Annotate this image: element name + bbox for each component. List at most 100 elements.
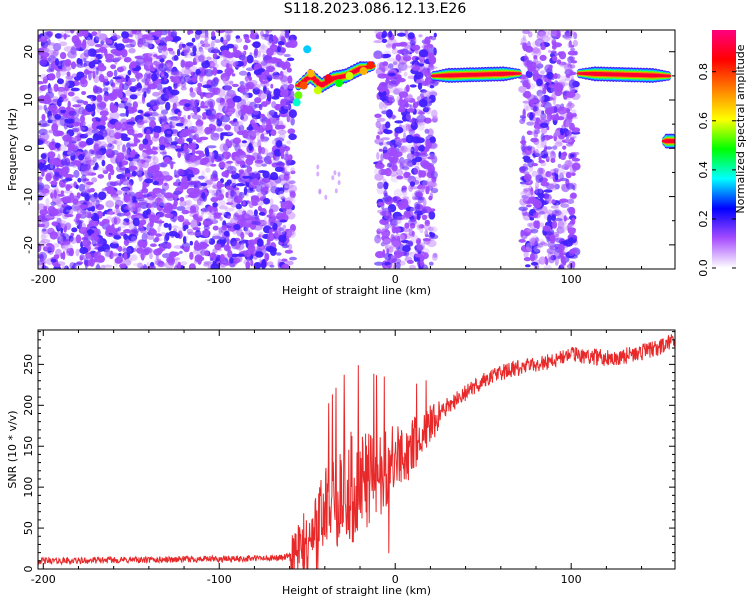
noise-cell — [411, 117, 415, 126]
noise-cell — [539, 222, 545, 228]
noise-cell — [542, 150, 552, 154]
noise-cell — [76, 224, 82, 229]
noise-cell — [424, 62, 429, 69]
noise-cell — [98, 141, 102, 150]
noise-cell — [272, 116, 280, 126]
noise-cell — [270, 178, 278, 187]
noise-cell — [262, 170, 270, 179]
noise-cell — [78, 160, 88, 164]
noise-cell — [83, 62, 87, 68]
noise-cell — [81, 174, 87, 183]
noise-cell — [194, 110, 198, 116]
noise-cell — [285, 159, 291, 167]
noise-cell — [183, 114, 187, 121]
noise-cell — [97, 102, 107, 108]
noise-cell — [547, 209, 554, 216]
noise-cell — [246, 209, 254, 219]
noise-cell — [286, 114, 291, 123]
noise-cell — [163, 192, 174, 199]
noise-cell — [158, 201, 167, 207]
noise-cell — [41, 228, 47, 232]
noise-cell — [562, 34, 573, 39]
noise-cell — [155, 193, 162, 198]
noise-cell — [75, 234, 82, 244]
noise-cell — [195, 128, 205, 135]
noise-cell — [535, 102, 544, 108]
noise-cell — [153, 125, 163, 134]
noise-cell — [41, 35, 45, 40]
noise-cell — [233, 118, 238, 123]
noise-cell — [284, 34, 289, 38]
feature-cell — [334, 79, 343, 88]
noise-cell — [253, 209, 258, 217]
noise-cell — [406, 206, 415, 212]
noise-cell — [64, 196, 72, 204]
noise-cell — [100, 39, 106, 46]
noise-cell — [211, 31, 216, 37]
noise-cell — [522, 108, 526, 118]
noise-cell — [385, 43, 393, 49]
noise-cell — [143, 91, 147, 98]
noise-cell — [157, 224, 161, 233]
noise-cell — [551, 39, 557, 46]
noise-cell — [553, 178, 562, 183]
noise-cell — [215, 30, 226, 34]
noise-cell — [57, 240, 63, 245]
noise-cell — [128, 154, 135, 158]
noise-cell — [248, 232, 254, 238]
noise-cell — [236, 102, 241, 110]
noise-cell — [263, 216, 268, 225]
noise-cell — [391, 48, 399, 55]
noise-cell — [173, 257, 181, 261]
noise-cell — [554, 87, 563, 97]
noise-cell — [49, 42, 56, 46]
noise-cell — [545, 258, 549, 266]
noise-cell — [107, 93, 112, 97]
noise-cell — [62, 134, 72, 142]
noise-cell — [540, 70, 545, 75]
noise-cell — [208, 238, 216, 245]
noise-cell — [393, 188, 404, 198]
noise-cell — [231, 73, 236, 77]
noise-cell — [273, 111, 278, 116]
noise-cell — [97, 62, 105, 68]
noise-cell — [64, 213, 74, 218]
noise-cell — [60, 244, 66, 249]
noise-cell — [279, 61, 286, 68]
noise-cell — [275, 162, 286, 166]
noise-cell — [54, 114, 62, 120]
noise-cell — [428, 66, 438, 70]
noise-cell — [518, 239, 526, 243]
noise-cell — [114, 132, 122, 140]
noise-cell — [418, 49, 429, 58]
noise-cell — [402, 64, 409, 71]
noise-cell — [428, 211, 435, 216]
noise-cell — [538, 155, 542, 162]
noise-cell — [142, 138, 149, 145]
snr-y-tick-label: 200 — [22, 395, 35, 416]
noise-cell — [276, 252, 282, 256]
noise-cell — [396, 77, 401, 85]
noise-cell — [38, 215, 42, 225]
noise-cell — [227, 196, 234, 204]
noise-cell — [533, 55, 538, 60]
noise-cell — [185, 199, 193, 206]
noise-cell — [224, 85, 233, 91]
noise-cell — [548, 64, 553, 70]
noise-cell — [114, 257, 123, 264]
noise-cell — [245, 75, 249, 83]
noise-cell — [144, 61, 154, 66]
noise-cell — [246, 92, 253, 99]
noise-cell — [564, 31, 573, 35]
noise-cell — [404, 147, 414, 152]
noise-cell — [406, 94, 413, 100]
noise-cell — [567, 50, 578, 56]
noise-cell — [531, 240, 535, 247]
noise-cell — [48, 141, 58, 151]
noise-cell — [161, 74, 165, 78]
noise-cell — [427, 156, 435, 160]
noise-cell — [264, 34, 274, 42]
noise-cell — [156, 213, 160, 220]
noise-cell — [399, 41, 408, 47]
noise-cell — [41, 219, 50, 229]
